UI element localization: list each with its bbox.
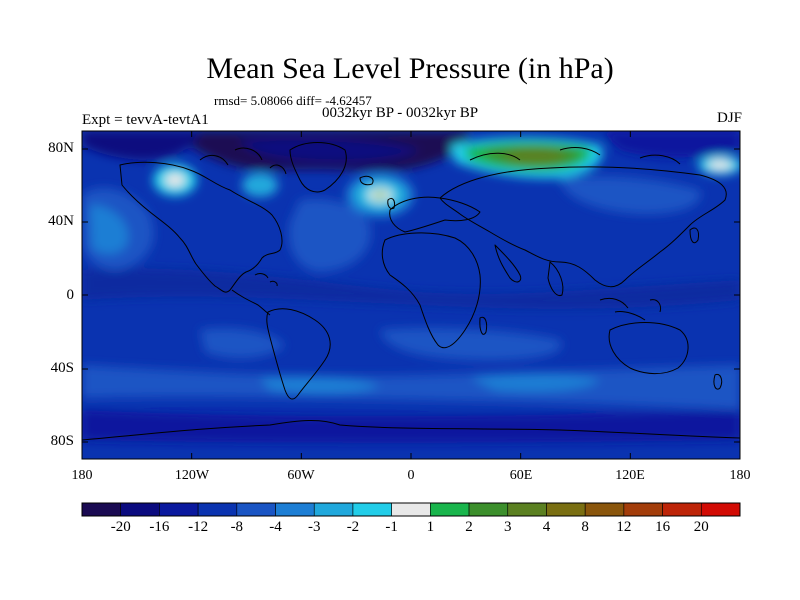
lat-label: 80N (48, 140, 74, 156)
colorbar-box (391, 502, 431, 517)
lat-label: 0 (66, 287, 75, 303)
colorbar-box (430, 502, 470, 517)
colorbar-label: -8 (230, 519, 244, 535)
colorbar-label: 20 (693, 519, 709, 535)
colorbar-box (81, 502, 122, 517)
lon-label: 180 (729, 468, 751, 483)
colorbar-label: 16 (655, 519, 671, 535)
colorbar-label: 2 (465, 519, 473, 535)
lon-label: 60E (509, 468, 533, 483)
colorbar-label: -2 (346, 519, 360, 535)
colorbar-box (120, 502, 160, 517)
colorbar-label: -1 (385, 519, 398, 535)
colorbar-box (197, 502, 238, 517)
colorbar-box (313, 502, 354, 517)
colorbar-box (159, 502, 199, 517)
experiment-label: Expt = tevvA-tevtA1 (82, 112, 209, 128)
lon-label: 120E (615, 468, 645, 483)
colorbar-label: 1 (426, 519, 435, 535)
colorbar-box (275, 502, 315, 517)
colorbar-label: -3 (307, 519, 321, 535)
colorbar-box (507, 502, 547, 517)
lat-label: 80S (50, 433, 74, 449)
pressure-field (82, 131, 740, 459)
season-label: DJF (716, 110, 742, 126)
lon-label: 60W (287, 468, 315, 483)
lat-label: 40S (50, 360, 74, 376)
colorbar-box (700, 502, 741, 517)
lon-label: 180 (71, 468, 93, 483)
colorbar (81, 502, 741, 517)
stats-text: rmsd= 5.08066 diff= -4.62457 (214, 93, 372, 108)
colorbar-label: -20 (110, 519, 131, 535)
colorbar-label: 12 (616, 519, 632, 535)
colorbar-label: 8 (581, 519, 589, 535)
colorbar-box (236, 502, 276, 517)
coastlines (82, 142, 740, 441)
lat-label: 40N (48, 213, 74, 229)
lon-label: 120W (174, 468, 210, 483)
colorbar-label: -12 (188, 519, 209, 535)
colorbar-label: -16 (149, 519, 170, 535)
colorbar-label: -4 (269, 519, 282, 535)
colorbar-box (546, 502, 586, 517)
colorbar-box (584, 502, 625, 517)
colorbar-label: 3 (504, 519, 512, 535)
colorbar-box (468, 502, 509, 517)
colorbar-label: 4 (542, 519, 551, 535)
subtitle: 0032kyr BP - 0032kyr BP (322, 105, 479, 121)
axis-ticks (81, 131, 741, 459)
colorbar-box (623, 502, 663, 517)
lon-label: 0 (407, 468, 415, 483)
colorbar-box (352, 502, 392, 517)
colorbar-box (662, 502, 702, 517)
plot-title: Mean Sea Level Pressure (in hPa) (206, 52, 614, 85)
